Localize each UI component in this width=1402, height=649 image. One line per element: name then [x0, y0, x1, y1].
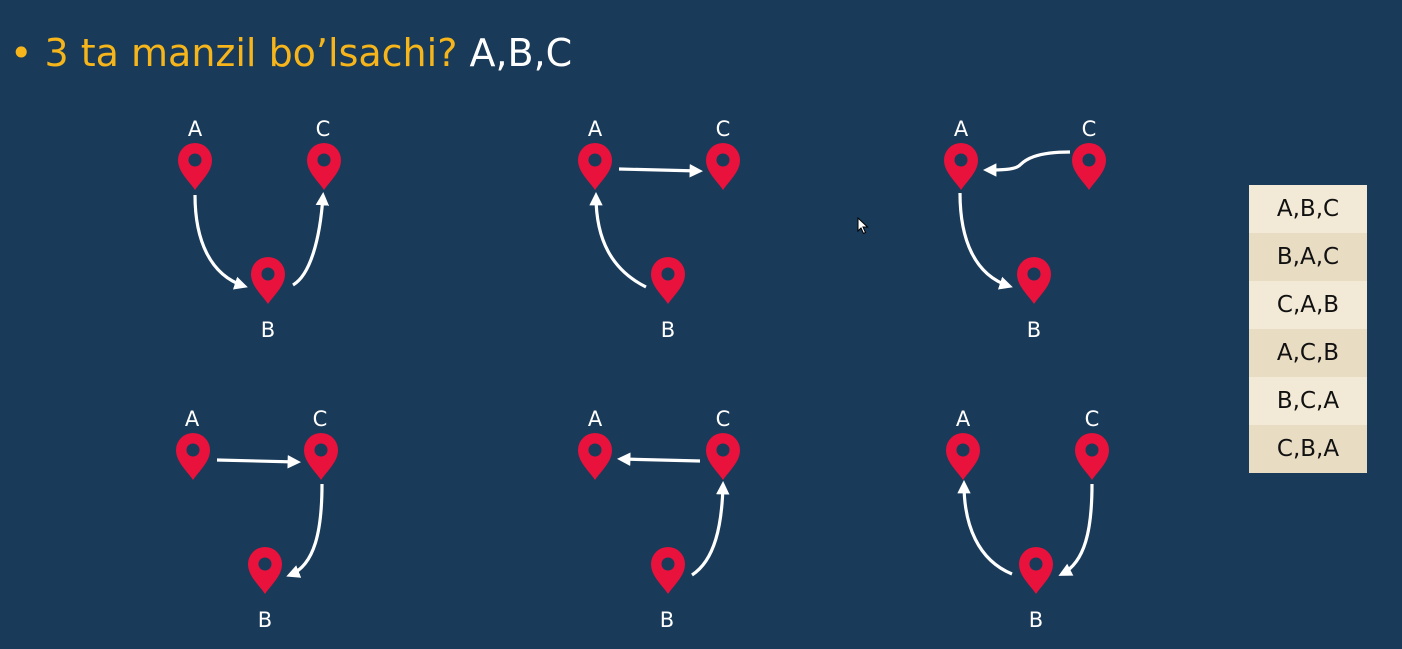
title-question: 3 ta manzil bo’lsachi?	[44, 31, 458, 75]
arrow-c-to-a	[982, 150, 1071, 177]
bullet: •	[10, 31, 33, 75]
permutation-item: A,C,B	[1249, 329, 1367, 377]
arrow-b-to-c	[292, 191, 330, 287]
arrow-c-to-b	[1058, 483, 1094, 576]
permutation-item: C,B,A	[1249, 425, 1367, 473]
label-a: A	[954, 117, 969, 141]
label-a: A	[588, 117, 603, 141]
location-pin-icon	[1075, 433, 1109, 480]
label-b: B	[660, 608, 674, 632]
label-c: C	[1082, 117, 1097, 141]
title-letters: A,B,C	[469, 31, 573, 75]
route-diagram-2: A C B	[578, 117, 740, 342]
mouse-cursor-icon	[857, 217, 869, 235]
location-pin-icon	[578, 433, 612, 480]
label-a: A	[956, 407, 971, 431]
location-pin-icon	[651, 257, 685, 304]
permutation-item: C,A,B	[1249, 281, 1367, 329]
label-c: C	[1085, 407, 1100, 431]
arrow-c-to-b	[286, 483, 324, 578]
location-pin-icon	[304, 433, 338, 480]
label-b: B	[661, 318, 675, 342]
arrow-c-to-a	[616, 452, 701, 466]
label-c: C	[716, 407, 731, 431]
location-pin-icon	[307, 143, 341, 190]
route-diagram-1: A C B	[178, 117, 341, 342]
arrow-b-to-c	[691, 480, 730, 577]
permutations-list: A,B,C B,A,C C,A,B A,C,B B,C,A C,B,A	[1249, 185, 1367, 473]
arrow-b-to-a	[589, 191, 647, 289]
arrow-a-to-c	[216, 455, 302, 469]
location-pin-icon	[944, 143, 978, 190]
arrow-a-to-c	[618, 164, 704, 178]
location-pin-icon	[946, 433, 980, 480]
location-pin-icon	[651, 547, 685, 594]
label-b: B	[1029, 608, 1043, 632]
location-pin-icon	[176, 433, 210, 480]
location-pin-icon	[578, 143, 612, 190]
route-diagram-4: A C B	[176, 407, 338, 632]
arrow-b-to-a	[957, 479, 1013, 576]
location-pin-icon	[248, 547, 282, 594]
label-b: B	[258, 608, 272, 632]
label-a: A	[588, 407, 603, 431]
arrow-a-to-b	[958, 192, 1013, 290]
route-diagram-3: A C B	[944, 117, 1106, 342]
permutation-item: B,A,C	[1249, 233, 1367, 281]
location-pin-icon	[251, 257, 285, 304]
location-pin-icon	[706, 143, 740, 190]
label-c: C	[313, 407, 328, 431]
route-diagram-5: A C B	[578, 407, 740, 632]
arrow-a-to-b	[193, 194, 248, 290]
permutation-item: A,B,C	[1249, 185, 1367, 233]
permutation-item: B,C,A	[1249, 377, 1367, 425]
location-pin-icon	[706, 433, 740, 480]
route-diagram-6: A C B	[946, 407, 1109, 632]
location-pin-icon	[178, 143, 212, 190]
slide-title: • 3 ta manzil bo’lsachi? A,B,C	[10, 28, 572, 78]
label-a: A	[185, 407, 200, 431]
label-a: A	[188, 117, 203, 141]
location-pin-icon	[1017, 257, 1051, 304]
label-b: B	[261, 318, 275, 342]
label-c: C	[716, 117, 731, 141]
location-pin-icon	[1072, 143, 1106, 190]
label-c: C	[316, 117, 331, 141]
label-b: B	[1027, 318, 1041, 342]
location-pin-icon	[1019, 547, 1053, 594]
